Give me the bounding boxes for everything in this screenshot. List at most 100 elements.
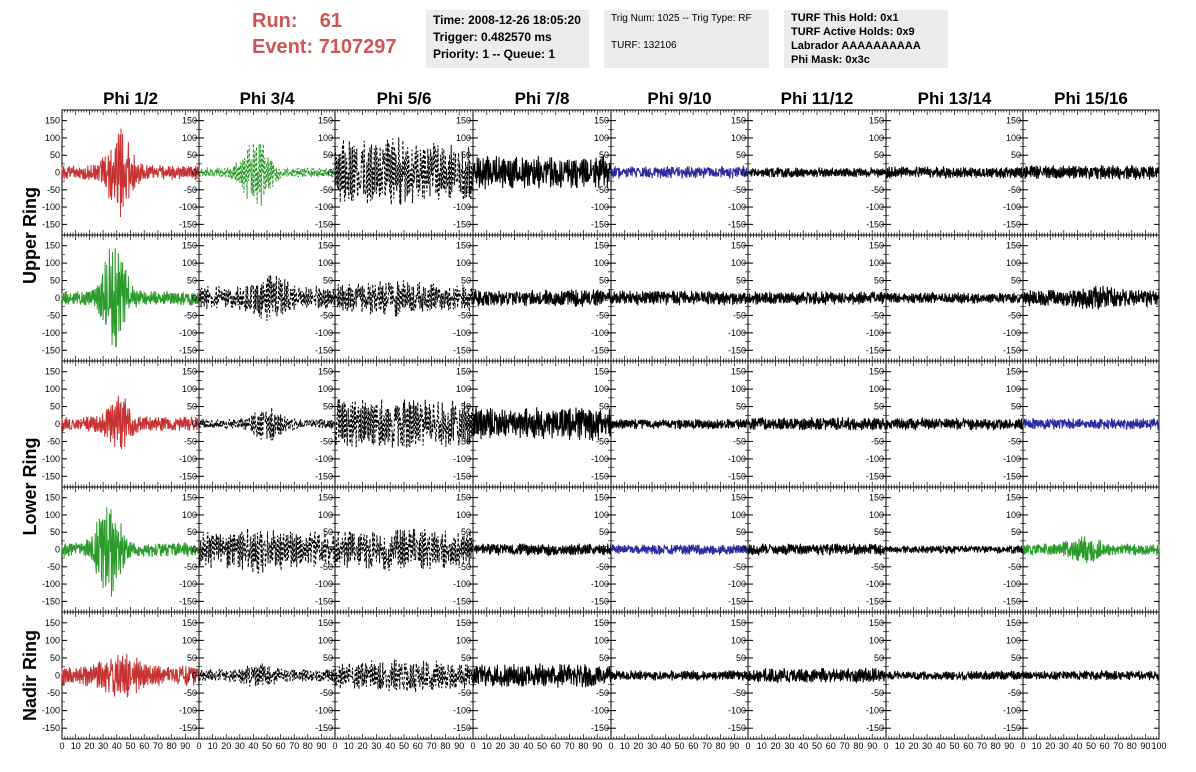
y-tick-label: 150: [594, 116, 609, 126]
y-tick-label: -50: [733, 436, 746, 446]
y-tick-label: -100: [453, 454, 471, 464]
waveform-panel: -150 -100 -50 0 50 100 150: [591, 234, 749, 362]
waveform-line: [1022, 164, 1160, 181]
event-label: Event:: [252, 36, 314, 58]
y-tick-label: 50: [50, 653, 60, 663]
y-tick-label: -100: [42, 328, 60, 338]
ring-label: Nadir Ring: [20, 630, 40, 721]
y-tick-label: -100: [866, 454, 884, 464]
y-tick-label: -50: [596, 310, 609, 320]
waveform-panel: -150 -100 -50 0 50 100 150: [42, 360, 200, 488]
y-tick-label: -100: [453, 328, 471, 338]
waveform-line: [747, 417, 887, 431]
y-tick-label: 150: [456, 493, 471, 503]
waveform-line: [610, 418, 749, 431]
waveform-line: [1022, 417, 1160, 430]
y-tick-label: 0: [1016, 168, 1021, 178]
y-tick-label: 0: [604, 545, 609, 555]
y-tick-label: 0: [192, 545, 197, 555]
y-tick-label: 100: [456, 258, 471, 268]
y-tick-label: -100: [453, 579, 471, 589]
waveform-panel: -150 -100 -50 0 50 100 150: [453, 486, 612, 613]
y-tick-label: 0: [466, 545, 471, 555]
y-tick-label: -150: [453, 471, 471, 481]
waveform-line: [472, 406, 612, 441]
waveform-line: [885, 165, 1024, 179]
y-tick-label: -50: [871, 185, 884, 195]
y-tick-label: -150: [1003, 596, 1021, 606]
y-tick-label: 50: [461, 276, 471, 286]
y-tick-label: -150: [315, 471, 333, 481]
y-tick-label: -100: [866, 202, 884, 212]
waveform-panel: -150 -100 -50 0 50 100 150: [42, 109, 200, 236]
y-tick-label: -150: [591, 596, 609, 606]
y-tick-label: 0: [55, 419, 60, 429]
y-tick-label: 0: [604, 168, 609, 178]
event-value: 7107297: [318, 36, 397, 58]
y-tick-label: -100: [179, 202, 197, 212]
waveform-line: [61, 395, 200, 450]
y-tick-label: -150: [591, 471, 609, 481]
y-tick-label: -50: [596, 436, 609, 446]
waveform-panel: -150 -100 -50 0 50 100 150: [1003, 360, 1160, 488]
y-tick-label: 0: [741, 168, 746, 178]
y-tick-label: -100: [315, 454, 333, 464]
y-tick-label: 100: [594, 258, 609, 268]
y-tick-label: -100: [42, 202, 60, 212]
y-tick-label: 150: [1006, 116, 1021, 126]
waveform-panel: -150 -100 -50 0 50 100 150: [866, 486, 1024, 613]
y-tick-label: -150: [315, 596, 333, 606]
turf-info-box: TURF This Hold: 0x1 TURF Active Holds: 0…: [784, 10, 948, 68]
waveform-line: [747, 543, 887, 557]
waveform-panel: -150 -100 -50 0 50 100 150: [453, 234, 612, 362]
event-row: Event: 7107297: [252, 34, 422, 60]
y-tick-label: -150: [179, 596, 197, 606]
y-tick-label: 0: [741, 419, 746, 429]
phi-mask-text: Phi Mask: 0x3c: [791, 54, 870, 66]
y-tick-label: -50: [871, 562, 884, 572]
y-tick-label: -100: [866, 328, 884, 338]
y-tick-label: 0: [55, 671, 60, 681]
y-tick-label: -100: [1003, 202, 1021, 212]
y-tick-label: 100: [869, 258, 884, 268]
y-tick-label: 50: [50, 527, 60, 537]
y-tick-label: 0: [55, 168, 60, 178]
y-tick-label: 150: [318, 116, 333, 126]
column-title: Phi 5/6: [377, 89, 432, 108]
y-tick-label: 50: [461, 402, 471, 412]
ring-label: Lower Ring: [20, 438, 40, 536]
waveform-line: [747, 167, 887, 178]
y-tick-label: -50: [458, 185, 471, 195]
y-tick-label: 0: [466, 293, 471, 303]
column-title: Phi 3/4: [240, 89, 295, 108]
y-tick-label: -150: [728, 471, 746, 481]
y-tick-label: 100: [318, 510, 333, 520]
y-tick-label: 150: [45, 367, 60, 377]
y-tick-label: 100: [1006, 133, 1021, 143]
y-tick-label: 50: [874, 402, 884, 412]
waveform-panel: -150 -100 -50 0 50 100 150: [315, 360, 474, 488]
y-tick-label: -50: [458, 310, 471, 320]
column-title: Phi 13/14: [918, 89, 992, 108]
y-tick-label: -150: [42, 471, 60, 481]
y-tick-label: -50: [47, 185, 60, 195]
y-tick-label: 100: [1006, 384, 1021, 394]
y-tick-label: 150: [869, 367, 884, 377]
y-tick-label: -150: [728, 219, 746, 229]
y-tick-label: -150: [453, 345, 471, 355]
y-tick-label: 100: [45, 635, 60, 645]
y-tick-label: -150: [866, 471, 884, 481]
y-tick-label: 100: [45, 384, 60, 394]
column-title: Phi 1/2: [103, 89, 158, 108]
y-tick-label: 50: [874, 150, 884, 160]
waveform-line: [610, 164, 749, 180]
y-tick-label: 50: [1011, 402, 1021, 412]
y-tick-label: 150: [1006, 241, 1021, 251]
y-tick-label: -100: [728, 202, 746, 212]
y-tick-label: -50: [320, 310, 333, 320]
run-event-box: Run: 61 Event: 7107297: [252, 8, 422, 64]
priority-text: Priority: 1 -- Queue: 1: [433, 47, 556, 61]
y-tick-label: 150: [182, 493, 197, 503]
y-tick-label: 150: [182, 116, 197, 126]
waveform-panel: -150 -100 -50 0 50 100 150: [179, 234, 336, 362]
